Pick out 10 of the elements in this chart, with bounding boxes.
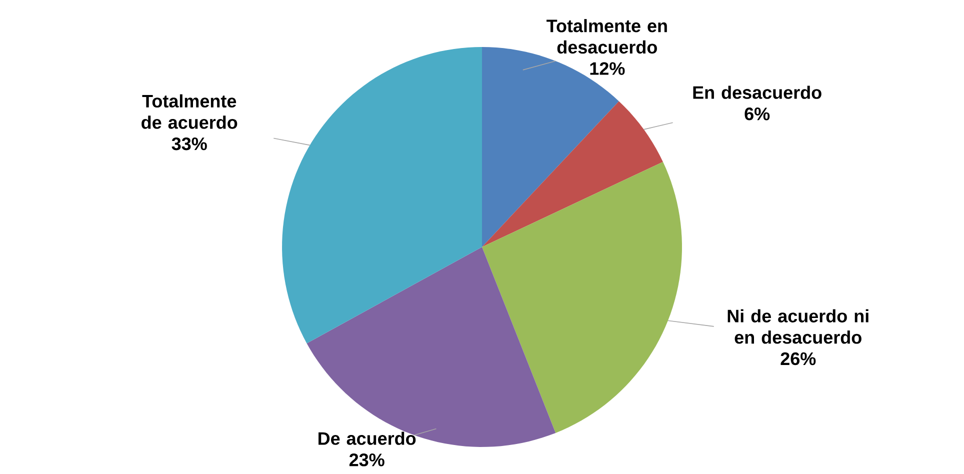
slice-label: Ni de acuerdo ni en desacuerdo [728,309,868,344]
data-label: 12% [590,62,625,75]
slice-label: De acuerdo [318,432,416,445]
data-label: 26% [780,352,816,366]
data-label: 23% [349,454,384,466]
data-label: 6% [744,108,770,120]
data-label: 33% [172,137,207,150]
slice-label: Totalmente de acuerdo [142,94,238,129]
slice-label: En desacuerdo [693,86,822,99]
slice-label: Totalmente en desacuerdo [546,19,667,54]
